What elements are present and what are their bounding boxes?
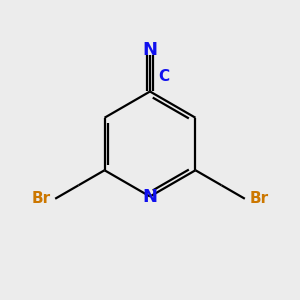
Text: C: C xyxy=(158,69,169,84)
Text: N: N xyxy=(142,188,158,206)
Text: Br: Br xyxy=(32,191,51,206)
Text: Br: Br xyxy=(249,191,268,206)
Text: N: N xyxy=(142,41,158,59)
